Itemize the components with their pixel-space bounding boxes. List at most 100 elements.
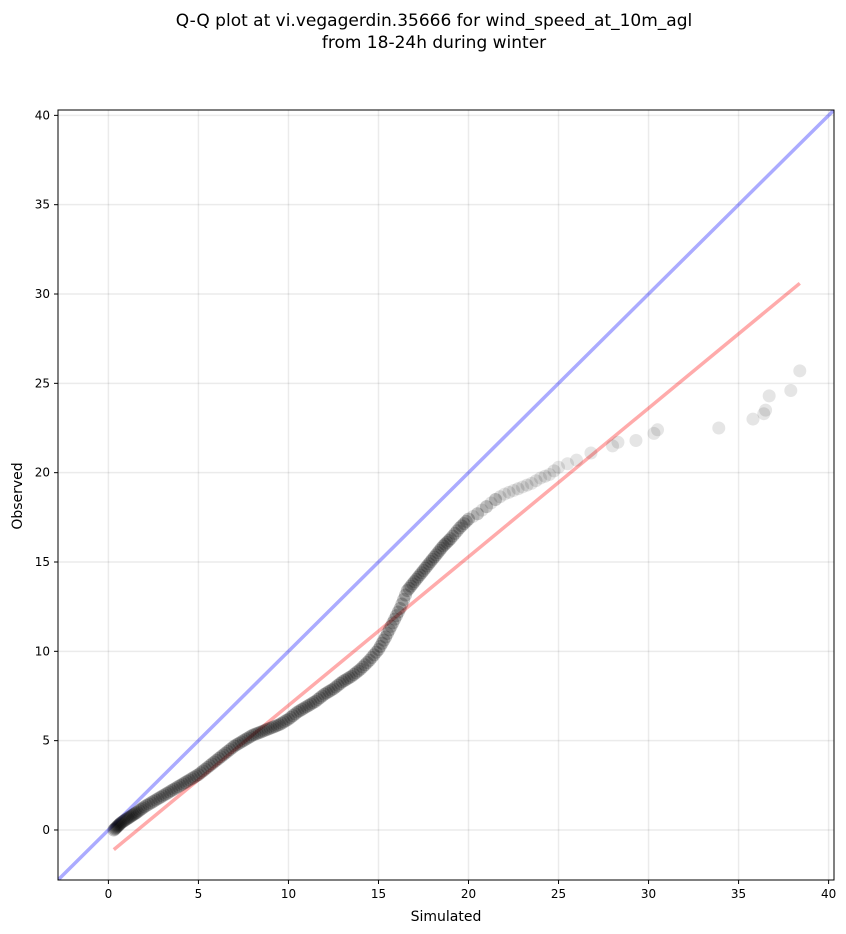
qq-point — [200, 760, 214, 774]
qq-point — [257, 724, 271, 738]
qq-point — [331, 678, 345, 692]
qq-point — [155, 789, 169, 803]
qq-point — [409, 572, 423, 586]
qq-point — [137, 800, 151, 814]
chart-title: Q-Q plot at vi.vegagerdin.35666 for wind… — [176, 11, 692, 53]
qq-point — [502, 485, 516, 499]
qq-point — [344, 669, 358, 683]
qq-point — [277, 715, 291, 729]
qq-point — [338, 673, 352, 687]
qq-point — [353, 662, 367, 676]
qq-point — [140, 798, 154, 812]
grid — [58, 110, 834, 880]
qq-point — [416, 563, 430, 577]
qq-point — [230, 738, 244, 752]
qq-point — [212, 752, 226, 766]
qq-point — [429, 548, 443, 562]
qq-point — [369, 645, 383, 659]
qq-point — [153, 790, 167, 804]
y-tick-label: 30 — [35, 287, 50, 301]
qq-point — [584, 446, 598, 460]
y-axis-label: Observed — [10, 462, 26, 529]
qq-point — [302, 698, 316, 712]
qq-point — [128, 807, 142, 821]
y-tick-label: 35 — [35, 198, 50, 212]
qq-point — [529, 474, 543, 488]
qq-point — [151, 792, 165, 806]
qq-point — [134, 802, 148, 816]
qq-point — [393, 601, 407, 615]
qq-point — [386, 616, 400, 630]
y-tick-label: 25 — [35, 376, 50, 390]
qq-point — [187, 770, 201, 784]
qq-point — [132, 804, 146, 818]
qq-point — [311, 693, 325, 707]
qq-point — [450, 524, 464, 538]
qq-point — [413, 568, 427, 582]
qq-point — [511, 482, 525, 496]
qq-point — [125, 809, 139, 823]
qq-point — [221, 744, 235, 758]
qq-point — [420, 559, 434, 573]
qq-point — [351, 664, 365, 678]
x-tick-label: 5 — [195, 887, 203, 901]
qq-point — [297, 701, 311, 715]
x-axis-label: Simulated — [411, 909, 482, 925]
fit-line — [112, 281, 801, 851]
qq-point — [182, 773, 196, 787]
qq-point — [317, 687, 331, 701]
qq-point — [189, 769, 203, 783]
qq-point — [489, 492, 503, 506]
qq-point — [149, 793, 163, 807]
qq-point — [438, 537, 452, 551]
qq-point — [377, 633, 391, 647]
x-tick-label: 10 — [281, 887, 296, 901]
qq-point — [373, 639, 387, 653]
qq-point — [431, 546, 445, 560]
qq-point — [434, 541, 448, 555]
qq-point — [207, 755, 221, 769]
x-tick-label: 20 — [461, 887, 476, 901]
qq-point — [397, 593, 411, 607]
qq-point — [214, 750, 228, 764]
qq-point — [259, 723, 273, 737]
qq-point — [288, 707, 302, 721]
qq-point — [243, 730, 257, 744]
qq-point — [380, 626, 394, 640]
qq-point — [342, 671, 356, 685]
qq-point — [322, 685, 336, 699]
qq-point — [475, 503, 489, 517]
qq-point — [198, 762, 212, 776]
qq-point — [252, 726, 266, 740]
qq-point — [358, 658, 372, 672]
qq-point — [398, 588, 412, 602]
qq-point — [205, 757, 219, 771]
qq-point — [167, 782, 181, 796]
qq-point — [388, 612, 402, 626]
qq-point — [136, 801, 150, 815]
qq-point — [216, 748, 230, 762]
qq-point — [404, 579, 418, 593]
qq-point — [130, 805, 144, 819]
qq-point — [507, 484, 521, 498]
qq-point — [371, 643, 385, 657]
qq-point — [762, 389, 776, 403]
plot-area — [58, 110, 834, 880]
x-tick-label: 0 — [105, 887, 113, 901]
qq-point — [365, 651, 379, 665]
qq-point — [466, 509, 480, 523]
qq-point — [629, 434, 643, 448]
qq-point — [384, 619, 398, 633]
qq-point — [367, 648, 381, 662]
qq-point — [308, 694, 322, 708]
qq-point — [209, 753, 223, 767]
qq-point — [241, 731, 255, 745]
qq-point — [484, 496, 498, 510]
qq-point — [119, 812, 133, 826]
qq-point — [178, 776, 192, 790]
chart-title-line-2: from 18-24h during winter — [322, 33, 546, 53]
qq-point — [160, 786, 174, 800]
qq-point — [122, 810, 136, 824]
qq-point — [425, 552, 439, 566]
qq-point — [570, 453, 584, 467]
